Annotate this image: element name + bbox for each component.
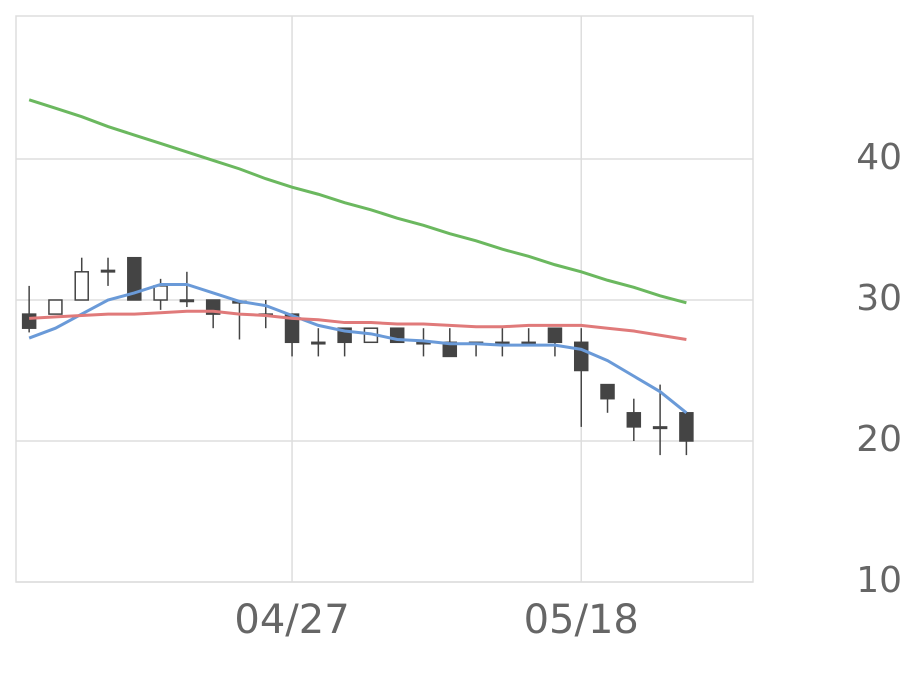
moving-average-line	[28, 282, 688, 414]
candle-body	[573, 341, 589, 372]
candle-body	[652, 426, 668, 430]
moving-average-line	[29, 309, 687, 341]
y-tick-label: 10	[856, 560, 902, 601]
candle-body	[179, 299, 195, 303]
candle-body	[626, 412, 642, 428]
candle-body	[153, 285, 168, 301]
candle-body	[48, 299, 63, 315]
y-tick-label: 30	[856, 278, 902, 319]
candle-body	[600, 383, 615, 400]
candle-body	[100, 269, 116, 273]
candle-body	[74, 271, 89, 301]
candle-body	[311, 341, 326, 345]
x-tick-label: 04/27	[234, 597, 349, 643]
candle-body	[127, 256, 142, 301]
candle-body	[21, 313, 37, 329]
candle-body	[521, 341, 536, 345]
candle-body	[679, 412, 694, 442]
y-tick-label: 20	[856, 419, 902, 460]
candle-body	[547, 327, 563, 344]
moving-average-line	[28, 98, 687, 305]
x-tick-label: 05/18	[524, 597, 639, 643]
plot-frame	[15, 15, 754, 583]
y-tick-label: 40	[856, 137, 902, 178]
